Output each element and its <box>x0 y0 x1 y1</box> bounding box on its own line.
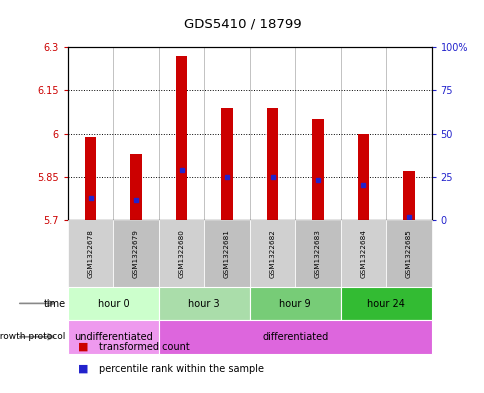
Text: hour 9: hour 9 <box>279 299 310 309</box>
Text: percentile rank within the sample: percentile rank within the sample <box>99 364 264 373</box>
Text: GSM1322682: GSM1322682 <box>269 229 275 278</box>
Text: GSM1322678: GSM1322678 <box>88 229 93 278</box>
Text: ■: ■ <box>77 342 88 352</box>
Text: differentiated: differentiated <box>261 332 328 342</box>
Text: ■: ■ <box>77 364 88 373</box>
Text: GSM1322685: GSM1322685 <box>405 229 411 278</box>
Text: GSM1322679: GSM1322679 <box>133 229 139 278</box>
Text: hour 24: hour 24 <box>366 299 404 309</box>
Text: GSM1322683: GSM1322683 <box>314 229 320 278</box>
Text: transformed count: transformed count <box>99 342 190 352</box>
Bar <box>357 134 368 220</box>
Text: GSM1322680: GSM1322680 <box>178 229 184 278</box>
Bar <box>266 108 278 220</box>
Bar <box>176 56 187 220</box>
Text: growth protocol: growth protocol <box>0 332 65 342</box>
Bar <box>130 154 141 220</box>
Text: GSM1322681: GSM1322681 <box>224 229 229 278</box>
Text: GDS5410 / 18799: GDS5410 / 18799 <box>183 18 301 31</box>
Bar <box>402 171 414 220</box>
Text: time: time <box>43 299 65 309</box>
Bar <box>85 136 96 220</box>
Text: GSM1322684: GSM1322684 <box>360 229 366 278</box>
Text: hour 0: hour 0 <box>97 299 129 309</box>
Text: undifferentiated: undifferentiated <box>74 332 152 342</box>
Text: hour 3: hour 3 <box>188 299 220 309</box>
Bar <box>221 108 232 220</box>
Bar <box>312 119 323 220</box>
